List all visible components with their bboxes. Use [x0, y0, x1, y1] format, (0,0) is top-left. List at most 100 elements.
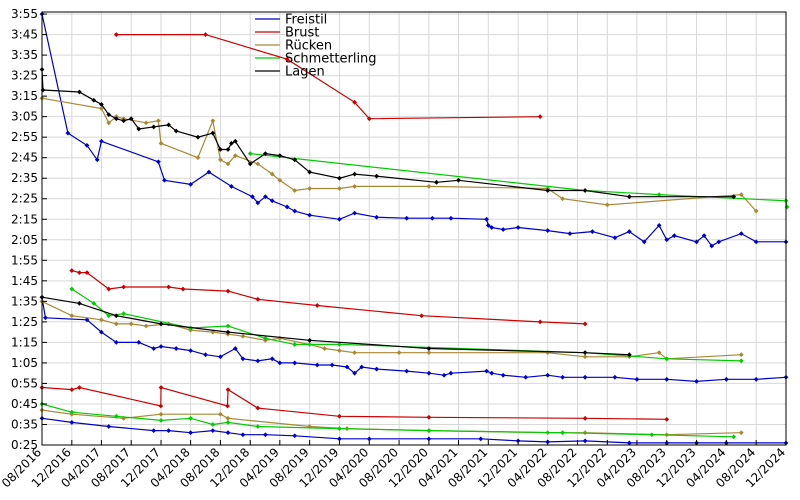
data-point: [128, 116, 134, 122]
data-point: [753, 208, 759, 214]
data-point: [448, 215, 454, 221]
series-line: [41, 403, 734, 438]
data-point: [158, 385, 164, 390]
data-point: [489, 370, 495, 376]
data-point: [426, 350, 432, 356]
series-100m-rücken: [39, 298, 744, 362]
data-point: [158, 403, 164, 409]
data-point: [210, 422, 216, 427]
legend-label: Freistil: [285, 13, 327, 28]
data-point: [292, 433, 298, 439]
data-point: [113, 313, 119, 319]
data-point: [94, 157, 100, 163]
data-point: [664, 237, 670, 243]
data-point: [404, 215, 410, 221]
data-point: [701, 233, 707, 239]
y-tick-label: 3:35: [11, 48, 38, 62]
data-point: [337, 413, 342, 419]
data-point: [188, 430, 194, 436]
data-point: [448, 370, 454, 376]
data-point: [225, 161, 231, 167]
series-200m-freistil: [39, 11, 789, 249]
data-point: [106, 313, 112, 319]
data-point: [426, 370, 432, 376]
data-point: [753, 376, 759, 382]
series-50m-brust: [39, 385, 670, 422]
data-point: [76, 89, 82, 95]
data-point: [329, 362, 335, 368]
data-point: [352, 350, 358, 356]
data-point: [478, 436, 484, 442]
data-point: [84, 142, 90, 148]
data-point: [106, 424, 112, 429]
data-point: [225, 403, 230, 409]
data-point: [307, 337, 313, 343]
data-point: [664, 416, 670, 422]
data-point: [337, 175, 342, 181]
data-point: [76, 301, 82, 306]
data-point: [545, 372, 551, 378]
data-point: [229, 184, 234, 189]
data-point: [188, 415, 194, 421]
y-tick-label: 2:35: [11, 171, 38, 185]
data-point: [232, 153, 238, 159]
data-point: [225, 430, 231, 436]
data-point: [292, 188, 298, 193]
data-point: [121, 415, 127, 421]
y-tick-label: 0:45: [11, 397, 38, 411]
series-line: [41, 69, 734, 198]
legend-label: Lagen: [285, 65, 325, 80]
data-point: [151, 428, 157, 434]
data-point: [136, 126, 142, 132]
data-point: [158, 321, 164, 327]
data-point: [225, 323, 231, 329]
series-line: [41, 409, 742, 436]
data-point: [195, 134, 201, 140]
data-point: [352, 99, 358, 105]
data-point: [98, 317, 104, 323]
data-point: [582, 321, 588, 327]
data-point: [738, 358, 744, 364]
data-point: [113, 32, 119, 37]
data-point: [485, 223, 491, 228]
data-point: [366, 436, 372, 442]
y-tick-label: 2:05: [11, 233, 38, 247]
data-point: [188, 348, 194, 354]
data-point: [284, 56, 290, 62]
y-tick-label: 2:45: [11, 151, 38, 165]
data-point: [656, 350, 662, 356]
legend-label: Brust: [285, 26, 319, 41]
data-point: [429, 215, 435, 221]
data-point: [121, 311, 127, 317]
series-line: [116, 33, 541, 120]
data-point: [694, 378, 699, 384]
data-point: [292, 208, 298, 214]
data-point: [582, 350, 588, 356]
data-point: [671, 233, 677, 239]
data-point: [255, 405, 261, 411]
data-point: [456, 177, 461, 183]
data-point: [337, 436, 342, 442]
data-point: [366, 116, 372, 122]
data-point: [656, 192, 662, 198]
data-point: [210, 428, 216, 434]
data-point: [84, 270, 90, 276]
y-tick-label: 1:05: [11, 356, 38, 370]
y-tick-label: 1:35: [11, 294, 38, 308]
data-point: [76, 385, 82, 390]
series-100m-freistil: [39, 294, 789, 384]
data-point: [210, 118, 216, 124]
data-point: [225, 147, 231, 152]
data-point: [612, 235, 618, 241]
data-point: [173, 128, 179, 134]
data-point: [731, 434, 737, 440]
data-point: [225, 387, 231, 392]
data-point: [225, 288, 231, 294]
data-point: [292, 342, 298, 347]
data-point: [537, 114, 543, 120]
data-point: [128, 321, 134, 327]
data-point: [121, 284, 127, 290]
series-100m-brust: [69, 268, 588, 327]
y-tick-label: 3:05: [11, 110, 38, 124]
